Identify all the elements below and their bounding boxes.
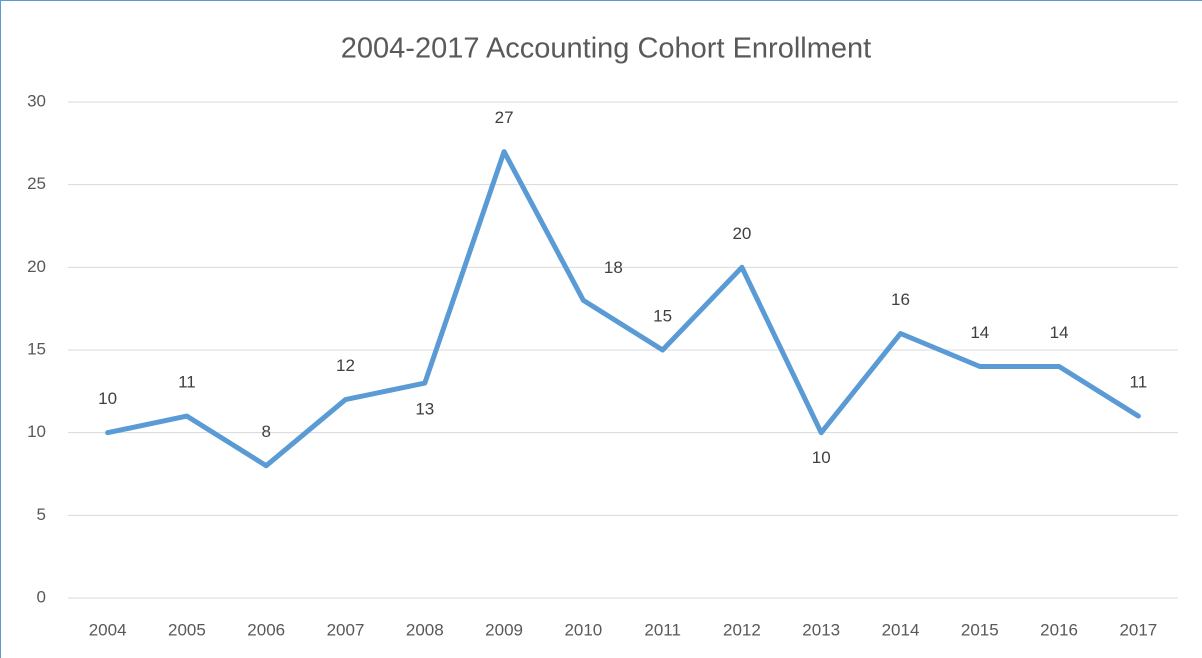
y-tick-label: 30: [27, 91, 46, 110]
y-tick-label: 20: [27, 257, 46, 276]
data-label: 18: [604, 258, 623, 277]
data-label: 13: [415, 400, 434, 419]
y-tick-label: 25: [27, 174, 46, 193]
y-tick-label: 15: [27, 339, 46, 358]
data-label: 15: [653, 306, 672, 325]
x-tick-label: 2009: [485, 620, 523, 639]
x-tick-label: 2006: [247, 620, 285, 639]
x-tick-label: 2004: [89, 620, 127, 639]
y-tick-label: 5: [37, 505, 46, 524]
data-label: 11: [1130, 373, 1148, 392]
data-label: 8: [261, 422, 270, 441]
x-tick-label: 2014: [882, 620, 920, 639]
x-tick-label: 2007: [327, 620, 365, 639]
x-tick-label: 2012: [723, 620, 761, 639]
x-tick-label: 2016: [1040, 620, 1078, 639]
x-tick-label: 2008: [406, 620, 444, 639]
x-tick-label: 2015: [961, 620, 999, 639]
x-tick-label: 2005: [168, 620, 206, 639]
data-label: 27: [495, 108, 514, 127]
data-label: 14: [1050, 323, 1069, 342]
x-tick-label: 2017: [1119, 620, 1157, 639]
data-label: 20: [732, 224, 751, 243]
data-label: 10: [812, 448, 831, 467]
data-label: 16: [891, 290, 910, 309]
y-tick-label: 10: [27, 422, 46, 441]
data-label: 14: [970, 323, 989, 342]
x-tick-label: 2010: [564, 620, 602, 639]
chart-title: 2004-2017 Accounting Cohort Enrollment: [341, 33, 871, 65]
data-label: 11: [178, 373, 196, 392]
data-label: 12: [336, 356, 355, 375]
x-tick-label: 2011: [644, 620, 681, 639]
y-tick-label: 0: [37, 587, 46, 606]
x-tick-label: 2013: [802, 620, 840, 639]
data-line: [105, 149, 1141, 469]
data-label: 10: [98, 389, 117, 408]
